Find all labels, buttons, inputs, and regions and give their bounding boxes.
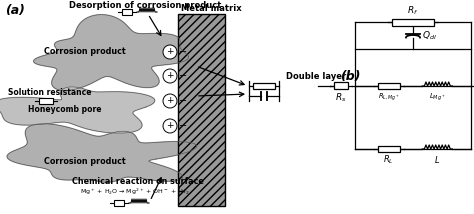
Text: $L$: $L$ (434, 154, 440, 165)
Bar (178, 14, 225, 206)
Text: +: + (166, 121, 174, 130)
Circle shape (163, 94, 177, 108)
Text: +: + (166, 47, 174, 56)
Text: $Q_{dl}$: $Q_{dl}$ (422, 29, 437, 42)
Text: +: + (166, 71, 174, 80)
Bar (334, 82, 348, 89)
Text: (b): (b) (340, 70, 361, 83)
Text: Corrosion product: Corrosion product (44, 158, 126, 166)
Text: Solution resistance: Solution resistance (8, 88, 92, 97)
Bar (378, 146, 400, 152)
Text: +: + (166, 96, 174, 105)
Circle shape (163, 119, 177, 133)
Text: Desorption of corrosion product: Desorption of corrosion product (69, 1, 221, 10)
Polygon shape (34, 15, 189, 90)
Text: −: − (179, 70, 187, 80)
Text: −: − (179, 95, 187, 106)
Text: Mg$^+$ + H$_2$O → Mg$^{2+}$ + OH$^-$ + $\frac{1}{2}$H$_2$: Mg$^+$ + H$_2$O → Mg$^{2+}$ + OH$^-$ + $… (80, 186, 190, 198)
Polygon shape (0, 87, 155, 133)
Circle shape (163, 69, 177, 83)
Bar (392, 18, 434, 25)
Text: Honeycomb pore: Honeycomb pore (28, 104, 101, 113)
Circle shape (163, 45, 177, 59)
Bar (122, 9, 132, 15)
Text: Metal matrix: Metal matrix (181, 4, 242, 13)
Polygon shape (7, 124, 197, 182)
Text: (a): (a) (5, 4, 25, 17)
Text: $R_f$: $R_f$ (407, 4, 419, 17)
Bar (378, 83, 400, 89)
Text: $R_s$: $R_s$ (335, 92, 346, 104)
Text: Corrosion product: Corrosion product (44, 46, 126, 55)
Text: $R_L$: $R_L$ (383, 154, 394, 166)
Text: Chemical reaction on surface: Chemical reaction on surface (72, 177, 204, 186)
Text: Double layer: Double layer (286, 71, 346, 80)
Bar (39, 98, 53, 104)
Bar (114, 200, 124, 206)
Text: $R_{L, Mg^+}$: $R_{L, Mg^+}$ (378, 91, 400, 103)
Text: −: − (179, 46, 187, 56)
Text: $L_{Mg^+}$: $L_{Mg^+}$ (429, 91, 446, 103)
Bar (253, 83, 275, 89)
Text: −: − (179, 120, 187, 131)
